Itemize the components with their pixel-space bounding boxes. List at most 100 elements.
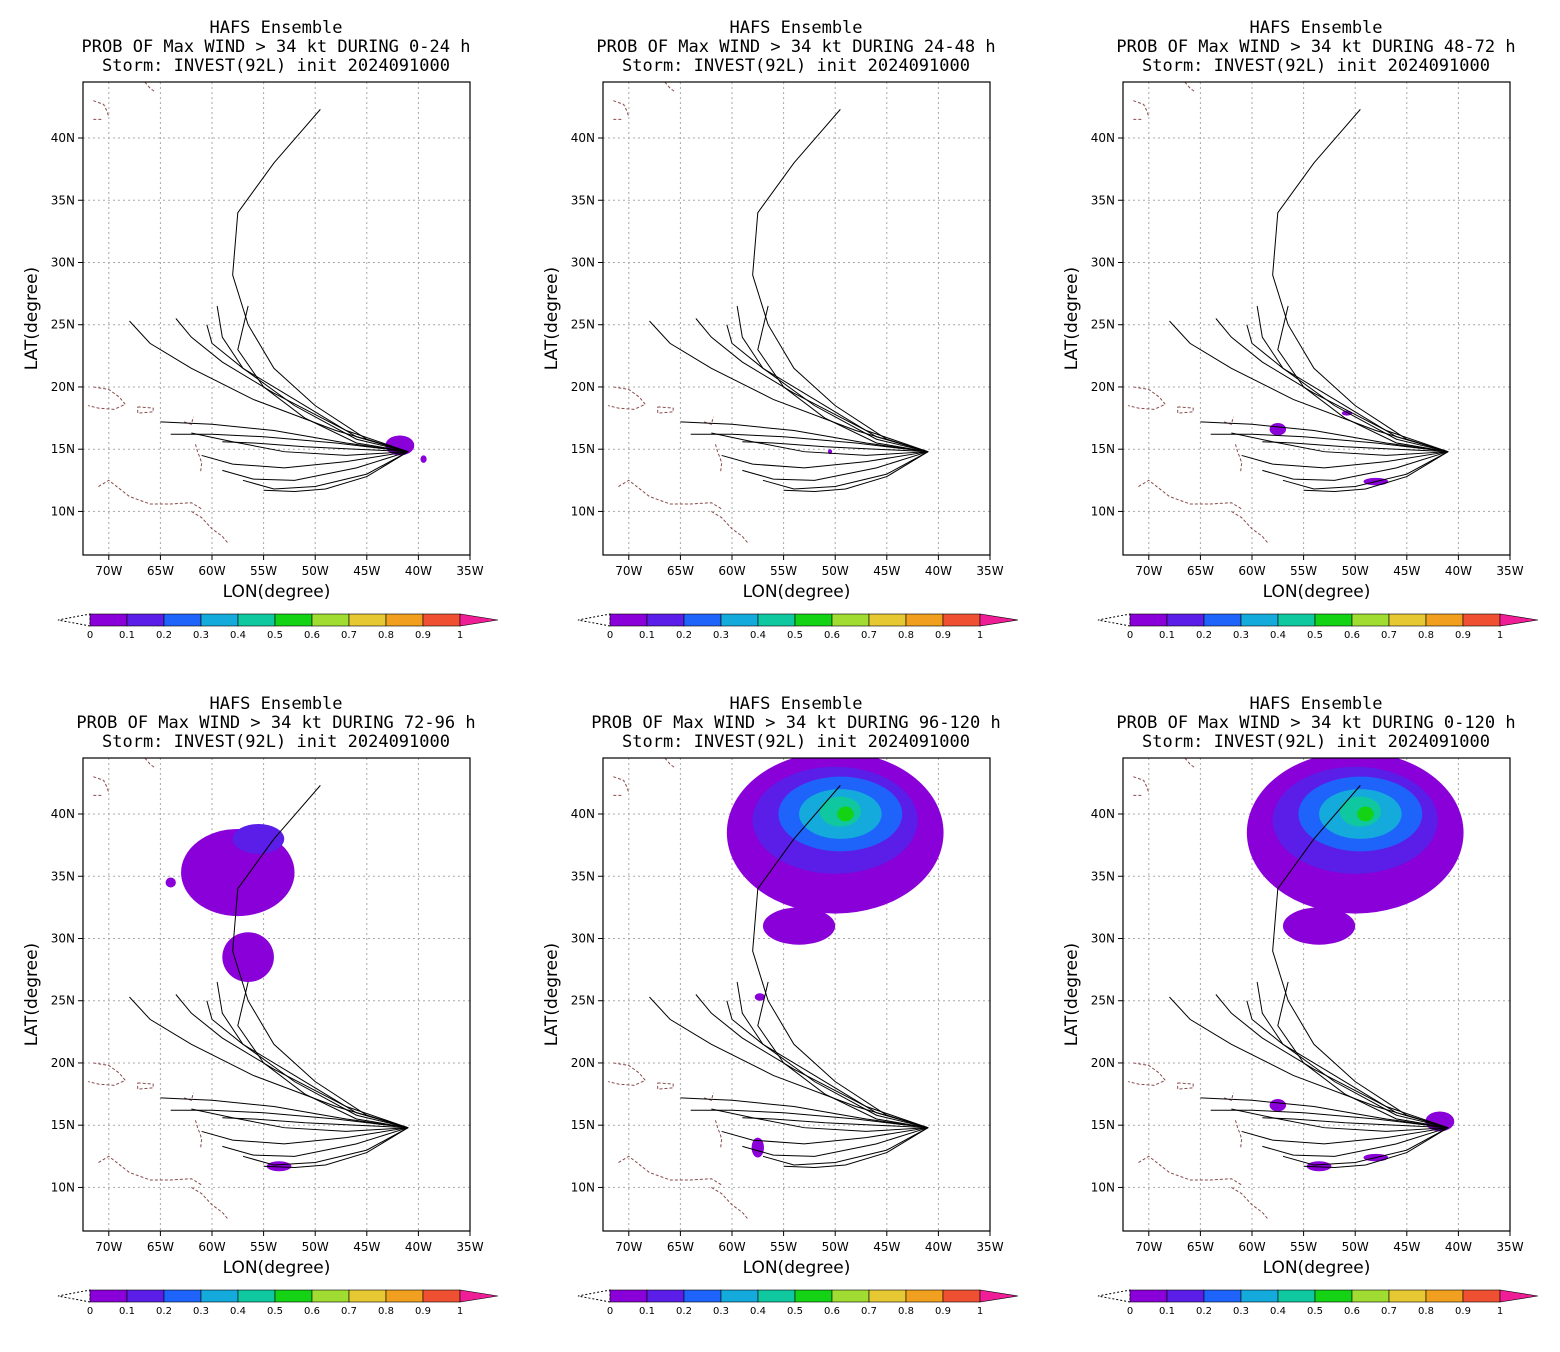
y-tick-label: 20N: [1091, 1056, 1115, 1070]
colorbar-label: 0.7: [1381, 630, 1397, 641]
coastline: [664, 82, 676, 93]
colorbar-under-arrow: [577, 1289, 611, 1303]
probability-region: [762, 907, 836, 945]
coastline: [98, 479, 202, 510]
y-tick-label: 40N: [1091, 807, 1115, 821]
coastline: [1184, 758, 1196, 769]
colorbar: 0 0.1 0.2 0.3 0.4 0.5 0.6 0.7 0.8 0.9 1: [57, 1289, 499, 1317]
x-tick-label: 40W: [405, 1240, 432, 1254]
panel-title-line: PROB OF Max WIND > 34 kt DURING 0-24 h: [82, 37, 471, 57]
colorbar-label: 0.8: [1418, 1306, 1434, 1317]
ensemble-tracks: [129, 785, 409, 1169]
track-line: [1200, 1097, 1449, 1129]
panel-title-line: Storm: INVEST(92L) init 2024091000: [1142, 732, 1490, 752]
panel-title-line: HAFS Ensemble: [1249, 18, 1382, 38]
panel-title-line: HAFS Ensemble: [729, 18, 862, 38]
colorbar-label: 0.1: [1159, 1306, 1175, 1317]
y-tick-label: 20N: [51, 380, 75, 394]
track-line: [762, 451, 929, 490]
ensemble-tracks: [649, 785, 929, 1169]
colorbar-segment: [348, 1289, 387, 1303]
colorbar-label: 0.5: [1307, 1306, 1323, 1317]
y-tick-label: 20N: [51, 1056, 75, 1070]
panel-title-line: Storm: INVEST(92L) init 2024091000: [102, 732, 450, 752]
track-line: [1215, 994, 1449, 1129]
coastline: [657, 406, 674, 414]
colorbar-label: 0.2: [156, 1306, 172, 1317]
x-tick-label: 55W: [1290, 564, 1317, 578]
track-line: [216, 305, 409, 453]
colorbar-under-arrow: [1097, 1289, 1131, 1303]
colorbar-label: 0.3: [713, 1306, 729, 1317]
y-tick-label: 40N: [1091, 131, 1115, 145]
track-line: [175, 318, 409, 453]
track-line: [1256, 305, 1449, 453]
panel-title-line: HAFS Ensemble: [1249, 694, 1382, 714]
track-line: [160, 1097, 409, 1129]
y-tick-label: 30N: [571, 255, 595, 269]
colorbar-segment: [274, 613, 313, 627]
y-tick-label: 35N: [51, 869, 75, 883]
coastline: [1138, 479, 1242, 510]
colorbar-segment: [1425, 1289, 1464, 1303]
panel-title-line: HAFS Ensemble: [209, 694, 342, 714]
x-tick-label: 70W: [95, 564, 122, 578]
colorbar-label: 1: [1497, 1306, 1503, 1317]
track-line: [695, 318, 929, 453]
colorbar-segment: [646, 1289, 685, 1303]
x-tick-label: 45W: [353, 564, 380, 578]
x-tick-label: 45W: [873, 1240, 900, 1254]
colorbar-segment: [794, 1289, 833, 1303]
y-tick-label: 30N: [51, 255, 75, 269]
track-line: [711, 432, 929, 456]
track-line: [1241, 451, 1449, 469]
colorbar: 0 0.1 0.2 0.3 0.4 0.5 0.6 0.7 0.8 0.9 1: [57, 613, 499, 641]
colorbar: 0 0.1 0.2 0.3 0.4 0.5 0.6 0.7 0.8 0.9 1: [1097, 1289, 1539, 1317]
coastlines: [88, 758, 228, 1219]
track-line: [1256, 981, 1449, 1129]
colorbar-segment: [609, 613, 648, 627]
colorbar-segment: [942, 613, 981, 627]
track-line: [1169, 996, 1449, 1129]
colorbar-over-arrow: [1499, 613, 1539, 627]
track-line: [1303, 451, 1449, 493]
colorbar-segment: [1462, 613, 1501, 627]
colorbar-segment: [683, 1289, 722, 1303]
y-axis-label: LAT(degree): [1062, 267, 1082, 370]
x-tick-label: 65W: [667, 1240, 694, 1254]
coastline: [191, 1187, 228, 1219]
plot-frame: [82, 757, 471, 1232]
probability-region: [232, 823, 285, 854]
coastline: [1133, 100, 1150, 118]
coastline: [618, 1155, 722, 1186]
coastline: [144, 82, 156, 93]
x-tick-label: 70W: [615, 1240, 642, 1254]
track-line: [1169, 320, 1449, 453]
colorbar-segment: [1240, 1289, 1279, 1303]
track-line: [242, 1127, 409, 1166]
colorbar-under-arrow: [1097, 613, 1131, 627]
colorbar-segment: [163, 613, 202, 627]
coastline: [93, 776, 110, 794]
x-axis-label: LON(degree): [743, 1258, 851, 1278]
coastlines: [608, 82, 748, 543]
colorbar-segment: [237, 613, 276, 627]
y-axis-label: LAT(degree): [542, 943, 562, 1046]
coastline: [1231, 1187, 1268, 1219]
colorbar: 0 0.1 0.2 0.3 0.4 0.5 0.6 0.7 0.8 0.9 1: [577, 613, 1019, 641]
track-line: [711, 1108, 929, 1132]
colorbar-segment: [831, 1289, 870, 1303]
coastline: [715, 444, 723, 472]
track-line: [1303, 1127, 1449, 1169]
coastline: [88, 1062, 127, 1086]
colorbar-label: 0: [607, 1306, 613, 1317]
track-line: [1231, 432, 1449, 456]
y-tick-label: 25N: [571, 318, 595, 332]
colorbar-label: 0.1: [639, 630, 655, 641]
y-tick-label: 10N: [571, 504, 595, 518]
x-tick-label: 40W: [925, 1240, 952, 1254]
